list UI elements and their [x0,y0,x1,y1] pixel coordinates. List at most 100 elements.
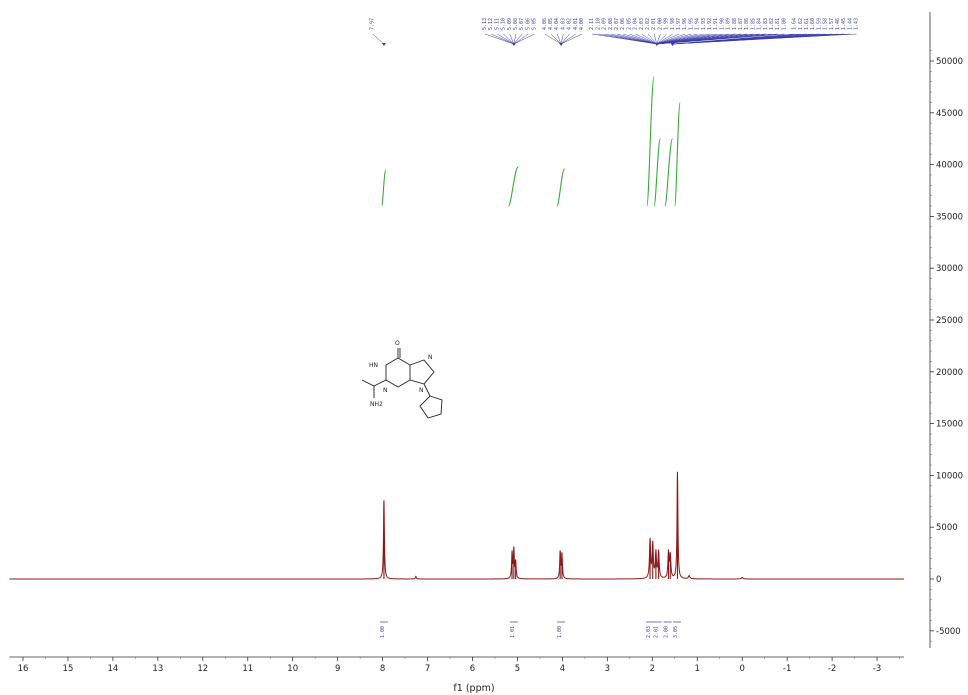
peak-label: 5.10 [501,18,507,30]
y-tick-label: 45000 [936,109,963,119]
peak-label: 1.85 [750,18,756,30]
peak-leader [635,33,657,45]
pyrimidine-n-label: N [383,387,388,394]
peak-label: 1.58 [823,18,829,30]
peak-label: 1.43 [854,18,860,30]
peak-label: 1.84 [757,18,763,30]
integral-label: 2.01 [654,626,660,638]
peak-label: 2.07 [614,18,620,30]
peak-leader [656,33,680,45]
peak-label: 2.04 [633,18,639,30]
peak-label: 1.61 [804,18,810,30]
x-tick-label: 1 [695,664,700,674]
peak-leader [513,33,517,45]
peak-label: 1.89 [726,18,732,30]
pyrimidinone-ring [385,357,411,388]
peak-label: 1.45 [841,18,847,30]
peak-label: 7.97 [370,18,376,30]
x-tick-label: 14 [107,664,118,674]
y-tick-label: 5000 [936,523,958,533]
x-tick-label: 8 [380,664,385,674]
integral-label: 2.00 [664,626,670,638]
peak-label: 4.06 [542,18,548,30]
peak-leader [656,33,686,45]
integral-curve [653,138,661,207]
integral-curve [381,169,387,207]
x-tick-label: 9 [335,664,340,674]
peak-label: 1.62 [798,18,804,30]
peak-leader [560,33,576,45]
peak-label: 1.90 [719,18,725,30]
y-tick-label: 10000 [936,471,963,481]
peak-leader [616,33,657,45]
peak-label: 5.09 [507,18,513,30]
peak-label: 5.12 [488,18,494,30]
peak-leader [550,33,562,45]
x-tick-label: 0 [739,664,744,674]
peak-label: 5.06 [525,18,531,30]
peak-label: 1.94 [695,18,701,30]
x-tick-label: 5 [515,664,520,674]
cyclopentyl-link [423,383,431,397]
peak-label: 1.99 [664,18,670,30]
peak-label: 1.81 [775,18,781,30]
peak-leader [556,33,562,45]
y-tick-label: 25000 [936,316,963,326]
peak-leader [653,33,658,45]
peak-label: 1.59 [816,18,822,30]
amine-label: NH2 [370,401,383,408]
peak-label: 1.64 [792,18,798,30]
x-tick-label: 15 [63,664,74,674]
x-tick-label: -3 [873,664,881,674]
side-chain-bond [361,379,387,387]
peak-leader [513,33,523,45]
peak-leader [629,33,657,45]
peak-label: 2.02 [645,18,651,30]
peak-leader [484,33,514,45]
peak-label: 1.98 [670,18,676,30]
x-tick-label: 6 [470,664,475,674]
peak-label: 2.09 [602,18,608,30]
integral-curve [646,75,655,207]
integral-curve [507,166,519,207]
nh-label: HN [369,362,378,369]
peak-label: 2.06 [620,18,626,30]
y-tick-label: 15000 [936,420,963,430]
peak-label: 1.83 [763,18,769,30]
peak-leader [560,33,570,45]
carbonyl-label: O [395,340,400,347]
x-tick-label: 13 [152,664,163,674]
peak-label: 1.80 [781,18,787,30]
peak-group-marker [381,43,386,46]
peak-leader [656,33,673,45]
peak-label: 1.86 [744,18,750,30]
peak-label: 2.11 [589,18,595,30]
peak-leader [372,33,385,45]
peak-label: 1.97 [676,18,682,30]
x-tick-label: 16 [18,664,29,674]
integral-curve [664,138,674,207]
peak-label: 4.02 [567,18,573,30]
peak-leader [509,33,515,45]
peak-leader [491,33,514,45]
x-tick-label: 2 [650,664,655,674]
peak-leader [623,33,657,45]
peak-label: 1.60 [810,18,816,30]
peak-label: 5.07 [519,18,525,30]
peak-leader [560,33,583,45]
peak-label: 4.05 [548,18,554,30]
x-tick-label: 10 [287,664,298,674]
peak-label: 1.96 [682,18,688,30]
x-tick-label: -1 [783,664,791,674]
peak-label: 5.05 [532,18,538,30]
peak-label: 2.10 [595,18,601,30]
peak-leader [641,33,657,45]
peak-label: 2.00 [657,18,663,30]
peak-leader [497,33,514,45]
pyrazole-n-top-label: N [428,354,433,361]
peak-label: 1.44 [847,18,853,30]
peak-group-marker [670,43,675,46]
peak-label: 1.87 [738,18,744,30]
peak-label: 2.05 [626,18,632,30]
